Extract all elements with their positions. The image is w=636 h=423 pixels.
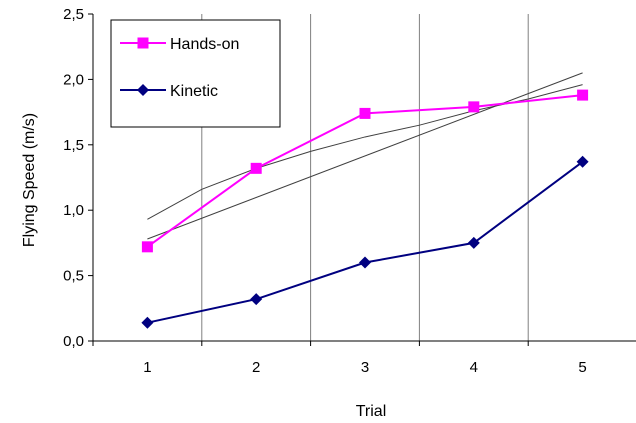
tick-label-layer: 0,0 0,5 1,0 1,5 2,0 2,5 1 2 3 4 5 (63, 6, 587, 376)
x-tick-label: 4 (470, 359, 478, 376)
series-kinetic (141, 155, 589, 329)
y-tick-label: 0,0 (63, 333, 84, 350)
series-line-kinetic (147, 161, 584, 324)
legend-marker-kinetic (137, 84, 149, 96)
data-point-kinetic (250, 293, 263, 306)
linear-trendline (147, 72, 583, 240)
legend: Hands-on Kinetic (110, 19, 281, 128)
data-point-kinetic (467, 236, 480, 249)
series-hands-on (141, 89, 589, 253)
y-tick-label: 2,0 (63, 71, 84, 88)
grid-layer (201, 14, 529, 341)
data-point-hands-on (577, 89, 589, 101)
series-layer (141, 89, 589, 329)
y-tick-label: 0,5 (63, 268, 84, 285)
data-point-kinetic (141, 316, 154, 329)
legend-entry-kinetic: Kinetic (120, 83, 218, 100)
data-point-hands-on (359, 107, 371, 119)
legend-label-hands-on: Hands-on (170, 36, 239, 53)
data-point-hands-on (468, 101, 480, 113)
x-axis-title: Trial (356, 403, 387, 420)
legend-items: Hands-on Kinetic (120, 36, 239, 100)
legend-marker-hands-on (137, 37, 149, 49)
data-point-kinetic (576, 155, 589, 168)
legend-entry-hands-on: Hands-on (120, 36, 239, 53)
x-tick-label: 3 (361, 359, 369, 376)
y-tick-label: 1,5 (63, 137, 84, 154)
legend-label-kinetic: Kinetic (170, 83, 218, 100)
y-axis-title: Flying Speed (m/s) (21, 113, 38, 247)
y-tick-label: 1,0 (63, 202, 84, 219)
data-point-kinetic (359, 256, 371, 269)
axes-layer (88, 13, 636, 346)
data-point-hands-on (141, 241, 153, 253)
y-tick-label: 2,5 (63, 6, 84, 23)
x-tick-label: 5 (578, 359, 586, 376)
x-tick-label: 1 (143, 359, 151, 376)
x-tick-label: 2 (252, 359, 260, 376)
data-point-hands-on (250, 162, 262, 174)
